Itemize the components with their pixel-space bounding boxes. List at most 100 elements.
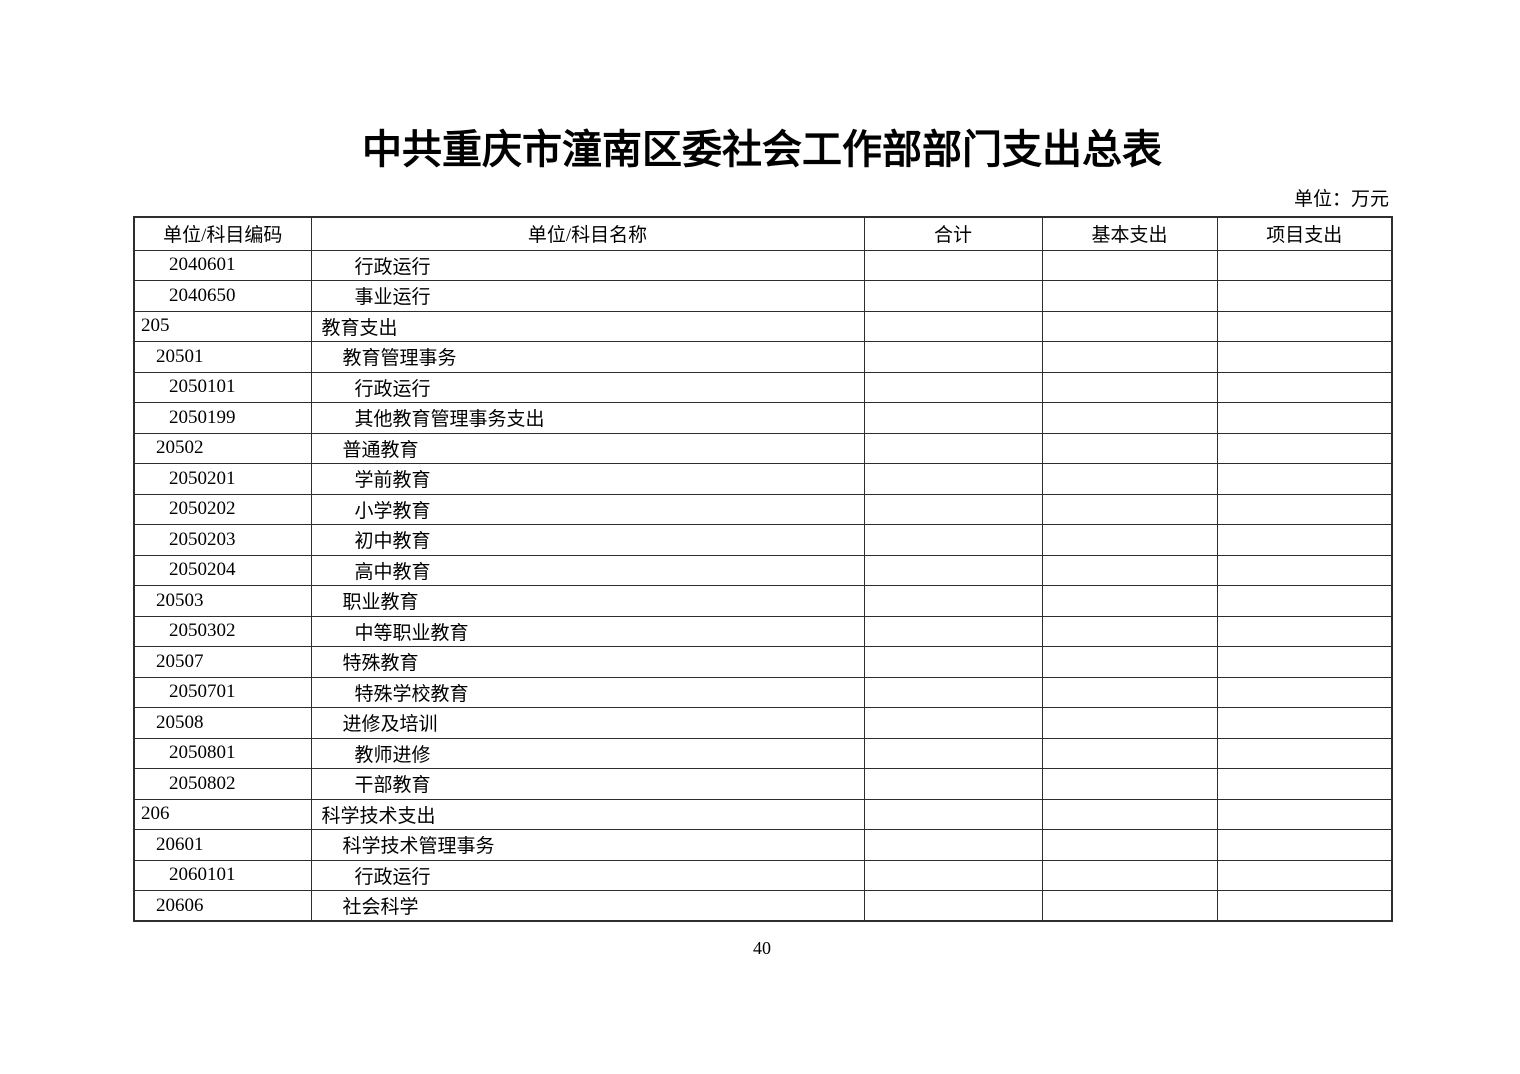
cell-total [863, 707, 1043, 739]
table-row: 20501 教育管理事务 [133, 341, 1393, 373]
cell-project [1216, 615, 1393, 647]
col-header-basic: 基本支出 [1041, 216, 1218, 251]
cell-project [1216, 310, 1393, 342]
cell-basic [1041, 890, 1218, 922]
cell-project [1216, 646, 1393, 678]
cell-basic [1041, 859, 1218, 891]
cell-total [863, 493, 1043, 525]
cell-code: 2060101 [133, 859, 312, 891]
cell-basic [1041, 524, 1218, 556]
cell-basic [1041, 676, 1218, 708]
cell-code: 20503 [133, 585, 312, 617]
page-title: 中共重庆市潼南区委社会工作部部门支出总表 [362, 127, 1162, 172]
cell-project [1216, 371, 1393, 403]
cell-name: 特殊学校教育 [310, 676, 865, 708]
table-row: 2050202 小学教育 [133, 493, 1393, 525]
cell-basic [1041, 280, 1218, 312]
cell-basic [1041, 585, 1218, 617]
cell-project [1216, 463, 1393, 495]
cell-basic [1041, 707, 1218, 739]
table-row: 2050801 教师进修 [133, 737, 1393, 769]
cell-code: 20601 [133, 829, 312, 861]
cell-code: 2050701 [133, 676, 312, 708]
cell-total [863, 371, 1043, 403]
cell-code: 2050202 [133, 493, 312, 525]
cell-name: 教育管理事务 [310, 341, 865, 373]
cell-name: 高中教育 [310, 554, 865, 586]
document-page: 中共重庆市潼南区委社会工作部部门支出总表 单位：万元 单位/科目编码 单位/科目… [133, 0, 1393, 959]
cell-name: 行政运行 [310, 859, 865, 891]
cell-project [1216, 829, 1393, 861]
table-row: 206 科学技术支出 [133, 798, 1393, 830]
cell-name: 行政运行 [310, 371, 865, 403]
cell-code: 20507 [133, 646, 312, 678]
cell-project [1216, 341, 1393, 373]
cell-code: 20508 [133, 707, 312, 739]
cell-name: 学前教育 [310, 463, 865, 495]
cell-name: 进修及培训 [310, 707, 865, 739]
cell-basic [1041, 402, 1218, 434]
cell-code: 20502 [133, 432, 312, 464]
cell-basic [1041, 432, 1218, 464]
cell-code: 2050801 [133, 737, 312, 769]
cell-project [1216, 768, 1393, 800]
cell-code: 2040650 [133, 280, 312, 312]
cell-total [863, 615, 1043, 647]
cell-code: 2050201 [133, 463, 312, 495]
cell-project [1216, 432, 1393, 464]
cell-project [1216, 524, 1393, 556]
cell-total [863, 341, 1043, 373]
cell-name: 特殊教育 [310, 646, 865, 678]
cell-basic [1041, 768, 1218, 800]
cell-project [1216, 798, 1393, 830]
cell-name: 中等职业教育 [310, 615, 865, 647]
cell-project [1216, 493, 1393, 525]
cell-name: 其他教育管理事务支出 [310, 402, 865, 434]
cell-basic [1041, 798, 1218, 830]
table-row: 2060101 行政运行 [133, 859, 1393, 891]
cell-basic [1041, 829, 1218, 861]
cell-code: 2050302 [133, 615, 312, 647]
cell-basic [1041, 554, 1218, 586]
cell-total [863, 463, 1043, 495]
cell-project [1216, 676, 1393, 708]
cell-code: 206 [133, 798, 312, 830]
cell-name: 科学技术管理事务 [310, 829, 865, 861]
cell-total [863, 768, 1043, 800]
cell-total [863, 798, 1043, 830]
table-row: 20507 特殊教育 [133, 646, 1393, 678]
cell-basic [1041, 463, 1218, 495]
cell-project [1216, 554, 1393, 586]
cell-name: 教育支出 [310, 310, 865, 342]
cell-code: 20501 [133, 341, 312, 373]
cell-project [1216, 707, 1393, 739]
cell-code: 2050802 [133, 768, 312, 800]
table-row: 2050199 其他教育管理事务支出 [133, 402, 1393, 434]
cell-total [863, 310, 1043, 342]
cell-basic [1041, 615, 1218, 647]
table-row: 205 教育支出 [133, 310, 1393, 342]
cell-code: 2050204 [133, 554, 312, 586]
cell-name: 普通教育 [310, 432, 865, 464]
cell-name: 干部教育 [310, 768, 865, 800]
cell-total [863, 402, 1043, 434]
table-body: 2040601 行政运行 2040650 事业运行 205 教育支出 20501 教育管理事务… [133, 249, 1393, 922]
cell-name: 行政运行 [310, 249, 865, 281]
cell-name: 科学技术支出 [310, 798, 865, 830]
table-row: 2050201 学前教育 [133, 463, 1393, 495]
page-number: 40 [753, 938, 771, 958]
cell-total [863, 646, 1043, 678]
table-row: 20502 普通教育 [133, 432, 1393, 464]
cell-code: 2050203 [133, 524, 312, 556]
col-header-code: 单位/科目编码 [133, 216, 312, 251]
cell-basic [1041, 249, 1218, 281]
table-header-row: 单位/科目编码 单位/科目名称 合计 基本支出 项目支出 [133, 216, 1393, 251]
cell-basic [1041, 493, 1218, 525]
table-row: 2050101 行政运行 [133, 371, 1393, 403]
cell-name: 小学教育 [310, 493, 865, 525]
cell-total [863, 859, 1043, 891]
cell-total [863, 676, 1043, 708]
cell-total [863, 737, 1043, 769]
cell-code: 2050101 [133, 371, 312, 403]
cell-code: 205 [133, 310, 312, 342]
